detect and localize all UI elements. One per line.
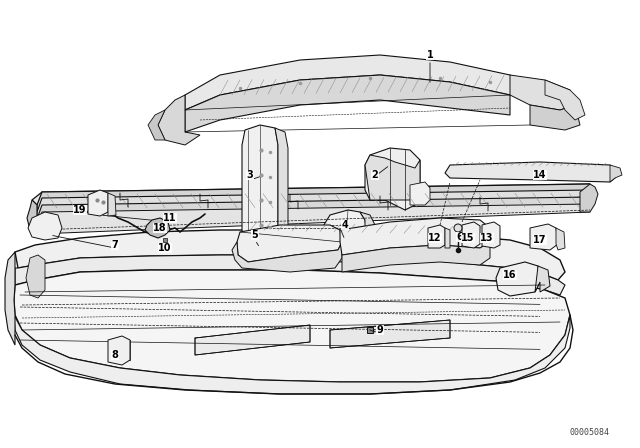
Polygon shape bbox=[158, 95, 200, 145]
Polygon shape bbox=[242, 125, 278, 245]
Polygon shape bbox=[15, 230, 565, 280]
Text: 15: 15 bbox=[461, 233, 475, 243]
Polygon shape bbox=[237, 225, 342, 262]
Polygon shape bbox=[275, 128, 288, 240]
Text: 8: 8 bbox=[111, 350, 118, 360]
Polygon shape bbox=[556, 228, 565, 250]
Polygon shape bbox=[37, 204, 590, 234]
Polygon shape bbox=[37, 190, 590, 219]
Polygon shape bbox=[580, 184, 598, 212]
Text: 16: 16 bbox=[503, 270, 516, 280]
Polygon shape bbox=[410, 182, 430, 205]
Polygon shape bbox=[5, 252, 15, 345]
Text: 14: 14 bbox=[533, 170, 547, 180]
Polygon shape bbox=[185, 75, 510, 132]
Polygon shape bbox=[185, 55, 530, 110]
Polygon shape bbox=[195, 325, 310, 355]
Polygon shape bbox=[510, 75, 575, 110]
Polygon shape bbox=[232, 242, 342, 272]
Polygon shape bbox=[15, 255, 565, 295]
Text: 9: 9 bbox=[376, 325, 383, 335]
Polygon shape bbox=[545, 80, 585, 120]
Text: 10: 10 bbox=[158, 243, 172, 253]
Polygon shape bbox=[108, 193, 116, 216]
Text: 4: 4 bbox=[342, 220, 348, 230]
Polygon shape bbox=[37, 197, 590, 226]
Polygon shape bbox=[322, 210, 368, 262]
Text: 1: 1 bbox=[427, 50, 433, 60]
Polygon shape bbox=[482, 222, 500, 248]
Circle shape bbox=[454, 224, 462, 232]
Polygon shape bbox=[445, 162, 615, 182]
Polygon shape bbox=[145, 218, 170, 238]
Polygon shape bbox=[108, 336, 130, 365]
Polygon shape bbox=[27, 200, 37, 234]
Polygon shape bbox=[88, 190, 108, 216]
Polygon shape bbox=[496, 262, 540, 296]
Polygon shape bbox=[365, 155, 420, 200]
Polygon shape bbox=[445, 228, 450, 248]
Text: 19: 19 bbox=[73, 205, 87, 215]
Polygon shape bbox=[360, 212, 375, 255]
Text: 5: 5 bbox=[252, 230, 259, 240]
Polygon shape bbox=[610, 165, 622, 182]
Text: 2: 2 bbox=[372, 170, 378, 180]
Text: 12: 12 bbox=[428, 233, 442, 243]
Polygon shape bbox=[37, 184, 590, 212]
Polygon shape bbox=[148, 110, 165, 140]
Polygon shape bbox=[530, 224, 558, 250]
Polygon shape bbox=[340, 218, 490, 255]
Text: 3: 3 bbox=[246, 170, 253, 180]
Text: 00005084: 00005084 bbox=[570, 427, 610, 436]
Polygon shape bbox=[14, 315, 570, 394]
Text: 7: 7 bbox=[111, 240, 118, 250]
Text: 18: 18 bbox=[153, 223, 167, 233]
Text: 13: 13 bbox=[480, 233, 493, 243]
Polygon shape bbox=[330, 320, 450, 348]
Text: 6: 6 bbox=[456, 232, 463, 242]
Polygon shape bbox=[32, 184, 590, 205]
Text: 17: 17 bbox=[533, 235, 547, 245]
Polygon shape bbox=[14, 270, 570, 382]
Polygon shape bbox=[462, 222, 480, 248]
Polygon shape bbox=[535, 266, 550, 292]
Text: 11: 11 bbox=[163, 213, 177, 223]
Polygon shape bbox=[26, 255, 45, 298]
Polygon shape bbox=[428, 225, 445, 248]
Polygon shape bbox=[365, 148, 420, 210]
Polygon shape bbox=[530, 105, 580, 130]
Polygon shape bbox=[28, 212, 62, 240]
Polygon shape bbox=[342, 242, 490, 272]
